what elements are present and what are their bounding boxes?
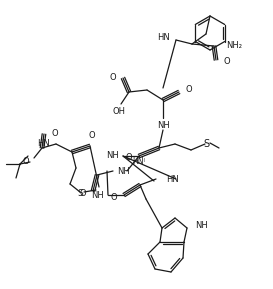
Text: O: O [51, 129, 58, 138]
Text: S: S [77, 190, 83, 199]
Text: S: S [203, 139, 209, 149]
Text: OH: OH [112, 108, 126, 116]
Text: O: O [110, 192, 117, 201]
Text: O: O [186, 86, 193, 95]
Text: HN: HN [157, 34, 170, 42]
Text: NH: NH [91, 190, 104, 199]
Text: O: O [22, 157, 29, 166]
Text: HN⁽: HN⁽ [132, 157, 145, 166]
Text: O: O [125, 153, 132, 162]
Text: NH: NH [106, 151, 119, 160]
Text: NH: NH [117, 166, 130, 175]
Text: O: O [89, 131, 95, 140]
Text: HN: HN [37, 138, 50, 147]
Text: O: O [79, 188, 86, 197]
Text: HN: HN [166, 175, 179, 184]
Text: O: O [224, 58, 231, 66]
Text: NH₂: NH₂ [226, 42, 242, 51]
Text: O: O [109, 73, 116, 81]
Text: NH: NH [195, 221, 208, 231]
Text: NH: NH [157, 121, 169, 131]
